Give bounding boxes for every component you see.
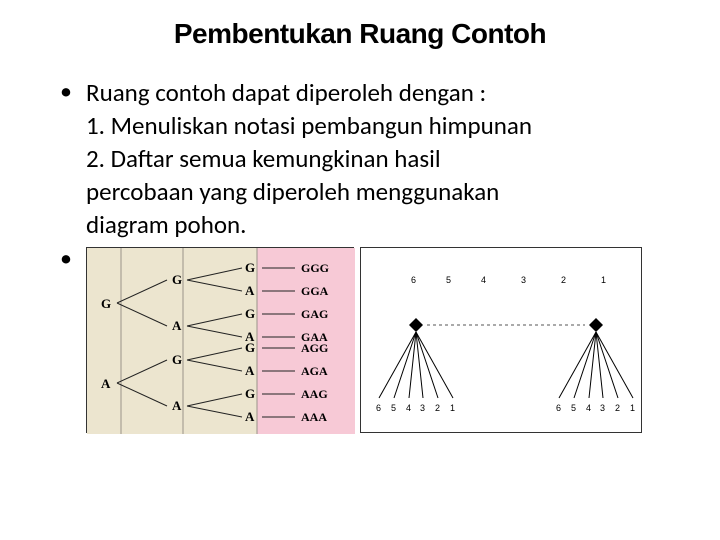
bullet-sub-2c: diagram pohon. [86,208,670,241]
tree-outcome: AGG [301,341,328,355]
tree-leaf: G [245,386,255,401]
dice-fan-right [559,332,633,398]
dice-top-label: 3 [521,275,526,285]
dice-fan-label: 5 [571,403,576,413]
tree-mid: G [172,352,182,367]
slide: Pembentukan Ruang Contoh • Ruang contoh … [0,0,720,540]
dice-top-label: 2 [561,275,566,285]
dice-fan-label: 2 [615,403,620,413]
dice-top-label: 4 [481,275,486,285]
tree-mid: A [172,398,182,413]
dice-fan-label: 5 [391,403,396,413]
tree-outcome: GAG [301,307,328,321]
tree-leaf: A [245,283,255,298]
dice-fan-label: 4 [586,403,591,413]
dice-fan-label: 4 [406,403,411,413]
bullet-body: Ruang contoh dapat diperoleh dengan : 1.… [86,76,670,241]
dice-fan-label: 3 [420,403,425,413]
slide-title: Pembentukan Ruang Contoh [50,18,670,50]
bullet-marker-2: • [50,243,86,275]
tree-outcome: AGA [301,364,328,378]
dice-fan-label: 6 [556,403,561,413]
dice-diagram: 6 5 4 3 2 1 [360,247,642,433]
tree-outcome: GGA [301,284,329,298]
bullet-lead: Ruang contoh dapat diperoleh dengan : [86,76,670,109]
tree-leaf: A [245,363,255,378]
tree-outcome: AAA [301,410,327,424]
dice-apex-left [409,318,423,332]
tree-mid: G [172,272,182,287]
tree-leaf: G [245,306,255,321]
dice-svg: 6 5 4 3 2 1 [361,248,643,434]
dice-fan-label: 2 [435,403,440,413]
figure-row: G A G A G A G A G A G A G A [86,247,642,433]
tree-mid: A [172,318,182,333]
dice-top-label: 5 [446,275,451,285]
tree-outcome: AAG [301,387,328,401]
tree-outcome: GGG [301,261,329,275]
dice-fan-label: 1 [630,403,635,413]
dice-apex-right [589,318,603,332]
tree-leaf: A [245,409,255,424]
dice-top-label: 1 [601,275,606,285]
dice-fan-label: 6 [376,403,381,413]
tree-root: A [101,376,111,391]
tree-leaf: G [245,340,255,355]
bullet-item-1: • Ruang contoh dapat diperoleh dengan : … [50,76,670,241]
dice-fan-label: 3 [600,403,605,413]
tree-svg: G A G A G A G A G A G A G A [87,248,355,434]
dice-top-label: 6 [411,275,416,285]
tree-diagram: G A G A G A G A G A G A G A [86,247,354,433]
bullet-item-2: • [50,243,670,433]
dice-fan-left [379,332,453,398]
tree-root: G [101,296,111,311]
dice-fan-label: 1 [450,403,455,413]
tree-leaf: G [245,260,255,275]
bullet-sub-2a: 2. Daftar semua kemungkinan hasil [86,142,670,175]
bullet-marker: • [50,76,86,108]
bullet-sub-1: 1. Menuliskan notasi pembangun himpunan [86,109,670,142]
bullet-sub-2b: percobaan yang diperoleh menggunakan [86,175,670,208]
